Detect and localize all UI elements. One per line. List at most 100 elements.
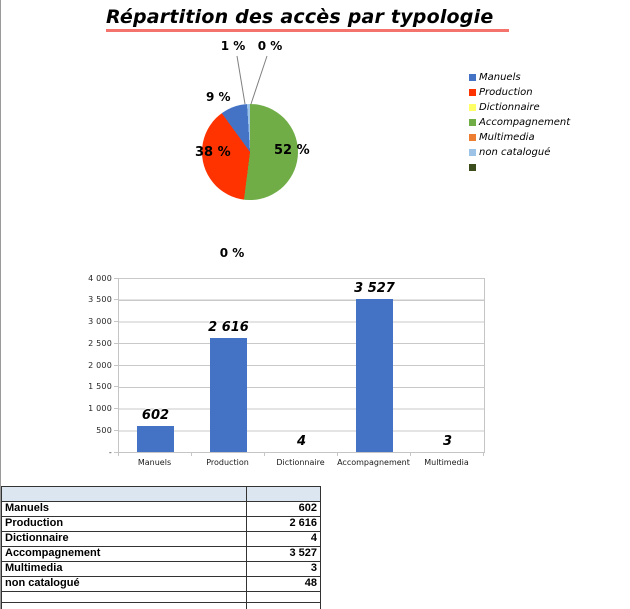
- y-tick-label: 1 000: [88, 404, 118, 414]
- table-stub-row: [2, 603, 321, 609]
- table-row: Production 2 616: [2, 517, 321, 532]
- table-row: non catalogué 48: [2, 577, 321, 592]
- y-tick-mark: [114, 386, 118, 388]
- x-category-label: Multimedia: [424, 458, 469, 467]
- bar-x-axis-ticks: [118, 452, 484, 456]
- table-cell-label[interactable]: [2, 603, 247, 609]
- legend-swatch-icon: [469, 89, 476, 96]
- y-tick-label: 1 500: [88, 382, 118, 392]
- table-row: Multimedia 3: [2, 562, 321, 577]
- legend-label: Production: [479, 87, 533, 98]
- pie-callout-label-0pct: 0 %: [257, 39, 283, 53]
- legend-swatch-icon: [469, 164, 476, 171]
- y-tick-label: 4 000: [88, 273, 118, 283]
- x-tick-mark: [265, 452, 338, 456]
- legend-item[interactable]: non catalogué: [469, 145, 570, 160]
- bar-annotation-0pct: 0 %: [219, 246, 245, 260]
- pie-label-manuels: 9 %: [206, 90, 231, 104]
- x-tick-mark: [192, 452, 265, 456]
- bar-plot-area[interactable]: 602 2 616 4 3 527 3: [118, 278, 485, 453]
- table-cell-value[interactable]: 602: [247, 502, 321, 516]
- bar-value-label: 3 527: [354, 281, 395, 296]
- bar-production[interactable]: [210, 338, 247, 452]
- y-tick-mark: [114, 299, 118, 301]
- bar-x-axis: Manuels Production Dictionnaire Accompagnem…: [118, 458, 483, 467]
- y-tick-text: 1 500: [88, 382, 112, 392]
- sheet-column-gridline: [0, 0, 1, 609]
- table-cell-label[interactable]: [2, 487, 247, 501]
- data-table: Manuels 602 Production 2 616 Dictionnaire 4 Ac…: [1, 486, 321, 609]
- table-cell-value[interactable]: [247, 592, 321, 602]
- x-category-label: Production: [206, 458, 249, 467]
- legend-swatch-icon: [469, 134, 476, 141]
- bar-y-axis: 4 000 3 500 3 000 2 500 2 000 1 500 1 000 500 -: [40, 274, 118, 457]
- legend-label: non catalogué: [479, 147, 551, 158]
- chart-title: Répartition des accès par typologie: [106, 6, 510, 32]
- y-tick-label: 2 000: [88, 360, 118, 370]
- legend-swatch-icon: [469, 104, 476, 111]
- pie-label-production: 38 %: [195, 145, 231, 160]
- x-category-label: Dictionnaire: [276, 458, 325, 467]
- table-cell-value[interactable]: 4: [247, 532, 321, 546]
- legend-label: Multimedia: [479, 132, 535, 143]
- table-cell-value[interactable]: 48: [247, 577, 321, 591]
- pie-label-accompagnement: 52 %: [274, 143, 310, 158]
- bar-slot: 2 616: [192, 278, 265, 452]
- y-tick-mark: [114, 429, 118, 431]
- y-tick-label: 3 000: [88, 317, 118, 327]
- legend-item[interactable]: Manuels: [469, 70, 570, 85]
- legend-item[interactable]: [469, 160, 570, 175]
- y-tick-text: 3 500: [88, 295, 112, 305]
- y-tick-mark: [114, 451, 118, 453]
- y-tick-text: 3 000: [88, 317, 112, 326]
- bar-chart: 0 % 4 000 3 500 3 000 2 500 2 000 1 500 1 000 5…: [40, 240, 500, 475]
- y-tick-text: -: [108, 447, 112, 457]
- chart-legend: Manuels Production Dictionnaire Accompagnem…: [469, 70, 570, 175]
- legend-label: Accompagnement: [479, 117, 571, 128]
- table-row: Manuels 602: [2, 502, 321, 517]
- bar-manuels[interactable]: [137, 426, 174, 452]
- legend-swatch-icon: [469, 119, 476, 126]
- table-cell-value[interactable]: 3 527: [247, 547, 321, 561]
- table-cell-label[interactable]: Accompagnement: [2, 547, 247, 561]
- legend-item[interactable]: Multimedia: [469, 130, 570, 145]
- table-cell-label[interactable]: Production: [2, 517, 247, 531]
- y-tick-text: 2 000: [88, 360, 112, 370]
- table-cell-value[interactable]: 2 616: [247, 517, 321, 531]
- y-tick-text: 4 000: [88, 273, 112, 283]
- table-cell-value[interactable]: [247, 603, 321, 609]
- table-cell-label[interactable]: non catalogué: [2, 577, 247, 591]
- bar-slot: 3 527: [338, 278, 411, 452]
- table-cell-label[interactable]: Multimedia: [2, 562, 247, 576]
- bar-slot: 602: [119, 278, 192, 452]
- legend-item[interactable]: Production: [469, 85, 570, 100]
- bar-slot: 4: [265, 278, 338, 452]
- x-tick-mark: [338, 452, 411, 456]
- table-cell-value[interactable]: 3: [247, 562, 321, 576]
- bar-accompagnement[interactable]: [356, 299, 393, 452]
- x-tick-mark: [411, 452, 484, 456]
- bar-value-label: 3: [442, 434, 453, 449]
- legend-swatch-icon: [469, 74, 476, 81]
- table-header-row: [2, 487, 321, 502]
- table-cell-label[interactable]: Manuels: [2, 502, 247, 516]
- bar-value-label: 4: [296, 434, 307, 449]
- y-tick-mark: [114, 364, 118, 366]
- bar-value-label: 602: [141, 408, 170, 423]
- x-category-label: Manuels: [137, 458, 172, 467]
- legend-label: Manuels: [479, 72, 521, 83]
- pie-chart: 1 % 0 % 9 % 38 % 52 %: [150, 36, 370, 211]
- table-cell-label[interactable]: Dictionnaire: [2, 532, 247, 546]
- y-tick-label: 500: [96, 425, 118, 435]
- y-tick-mark: [114, 408, 118, 409]
- legend-item[interactable]: Dictionnaire: [469, 100, 570, 115]
- table-cell-value[interactable]: [247, 487, 321, 501]
- legend-swatch-icon: [469, 149, 476, 156]
- legend-item[interactable]: Accompagnement: [469, 115, 570, 130]
- pie-graphic[interactable]: [202, 104, 298, 200]
- y-tick-text: 2 500: [88, 338, 112, 348]
- x-category-label: Accompagnement: [337, 458, 410, 467]
- table-cell-label[interactable]: [2, 592, 247, 602]
- table-row: Dictionnaire 4: [2, 532, 321, 547]
